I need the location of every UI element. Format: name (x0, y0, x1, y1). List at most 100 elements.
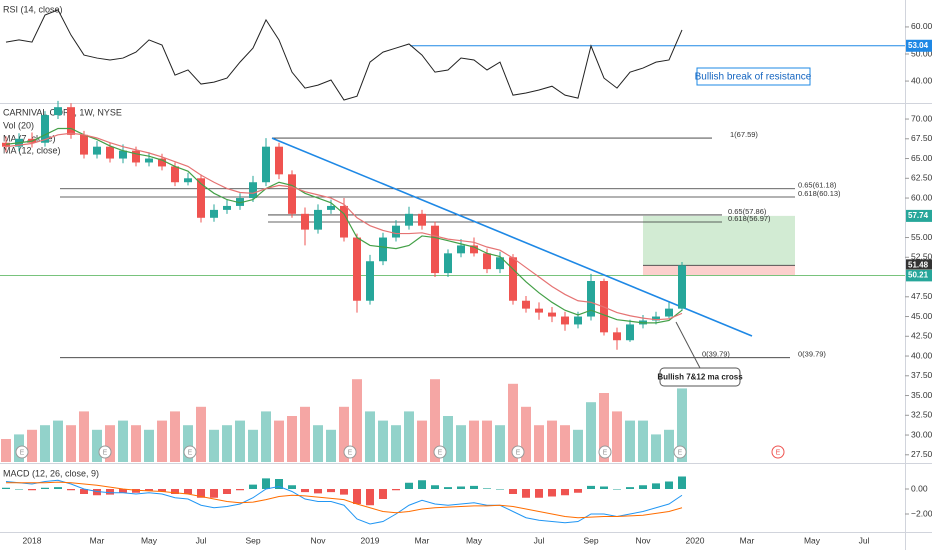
macd-histogram (314, 489, 322, 494)
volume-bar (482, 420, 492, 462)
macd-histogram (327, 489, 335, 493)
x-tick-label: 2019 (361, 535, 380, 545)
annotation-box (696, 67, 811, 86)
earnings-label: E (678, 449, 683, 456)
earnings-icon (15, 445, 29, 459)
candle-body (535, 308, 543, 313)
macd-histogram (366, 489, 374, 506)
macd-histogram (15, 489, 23, 490)
macd-histogram (353, 489, 361, 504)
x-tick-label: Mar (740, 535, 755, 545)
volume-bar (157, 420, 167, 462)
volume-bar (417, 420, 427, 462)
fib-label: 0.65(57.86) (728, 207, 767, 216)
candle-body (132, 150, 140, 163)
candle-body (67, 107, 75, 135)
y-tick-label: 27.50 (911, 449, 932, 459)
x-tick-label: Jul (196, 535, 207, 545)
annotation: Bullish 7&12 ma cross (657, 373, 743, 382)
volume-bar (664, 429, 674, 462)
fib-label: 0(39.79) (702, 350, 730, 359)
earnings-icon (673, 445, 687, 459)
macd-histogram (574, 489, 582, 493)
macd-histogram (613, 489, 621, 490)
macd-histogram (54, 487, 62, 489)
earnings-label: E (776, 449, 781, 456)
candle-body (262, 146, 270, 183)
macd-histogram (496, 489, 504, 490)
y-tick-label: 60.00 (911, 21, 932, 31)
volume-bar (612, 411, 622, 462)
volume-bar (105, 425, 115, 462)
candle-body (613, 332, 621, 341)
y-tick-label: 30.00 (911, 429, 932, 439)
indicator-label: Vol (20) (3, 120, 34, 130)
candle-body (548, 312, 556, 317)
volume-bar (287, 416, 297, 462)
price-label: 57.74 (908, 211, 929, 220)
volume-bar (430, 379, 440, 462)
x-tick-label: Mar (90, 535, 105, 545)
macd-histogram (171, 489, 179, 494)
candle-body (106, 146, 114, 159)
fib-label: 0.618(56.97) (728, 214, 771, 223)
macd-line (5, 479, 683, 525)
macd-histogram (223, 489, 231, 494)
y-tick-label: 42.50 (911, 331, 932, 341)
volume-bar (118, 420, 128, 462)
volume-bar (53, 420, 63, 462)
volume-bar (1, 439, 11, 462)
macd-histogram (41, 487, 49, 489)
macd-histogram (392, 489, 400, 491)
macd-histogram (457, 486, 465, 489)
x-tick-label: 2020 (686, 535, 705, 545)
macd-histogram (158, 489, 166, 492)
candle-body (470, 245, 478, 254)
candle-body (522, 300, 530, 309)
volume-bar (391, 425, 401, 462)
candle-body (275, 146, 283, 175)
candle-body (54, 107, 62, 116)
candle-body (678, 265, 686, 309)
y-tick-label: 62.50 (911, 173, 932, 183)
candle-body (574, 316, 582, 325)
volume-bar (534, 425, 544, 462)
x-tick-label: Nov (635, 535, 651, 545)
macd-histogram (210, 489, 218, 498)
chart-title: CARNIVAL CORP, 1W, NYSE (3, 107, 122, 117)
volume-bar (521, 406, 531, 462)
earnings-label: E (348, 449, 353, 456)
candle-body (483, 253, 491, 270)
signal-line (6, 481, 683, 519)
candle-body (444, 253, 452, 274)
volume-bar (66, 425, 76, 462)
fib-label: 0.65(61.18) (798, 181, 837, 190)
candle-body (236, 198, 244, 206)
earnings-icon (433, 445, 447, 459)
volume-bar (404, 411, 414, 462)
callout-line (675, 321, 701, 369)
volume-bar (495, 425, 505, 462)
macd-histogram (67, 489, 75, 491)
annotation-box (659, 367, 741, 387)
candle-body (496, 257, 504, 270)
x-tick-label: Jul (859, 535, 870, 545)
candle-body (93, 146, 101, 155)
macd-histogram (184, 489, 192, 494)
volume-bar (209, 429, 219, 462)
macd-histogram (28, 489, 36, 491)
y-tick-label: 70.00 (911, 113, 932, 123)
earnings-label: E (20, 449, 25, 456)
earnings-icon (598, 445, 612, 459)
macd-histogram (639, 485, 647, 489)
macd-histogram (561, 489, 569, 496)
volume-bar (677, 388, 687, 462)
candle-body (405, 213, 413, 226)
macd-histogram (652, 483, 660, 489)
candle-body (652, 316, 660, 321)
candle-body (561, 316, 569, 325)
volume-bar (573, 429, 583, 462)
macd-histogram (301, 489, 309, 493)
volume-bar (586, 402, 596, 462)
y-tick-label: 0.00 (911, 483, 928, 493)
